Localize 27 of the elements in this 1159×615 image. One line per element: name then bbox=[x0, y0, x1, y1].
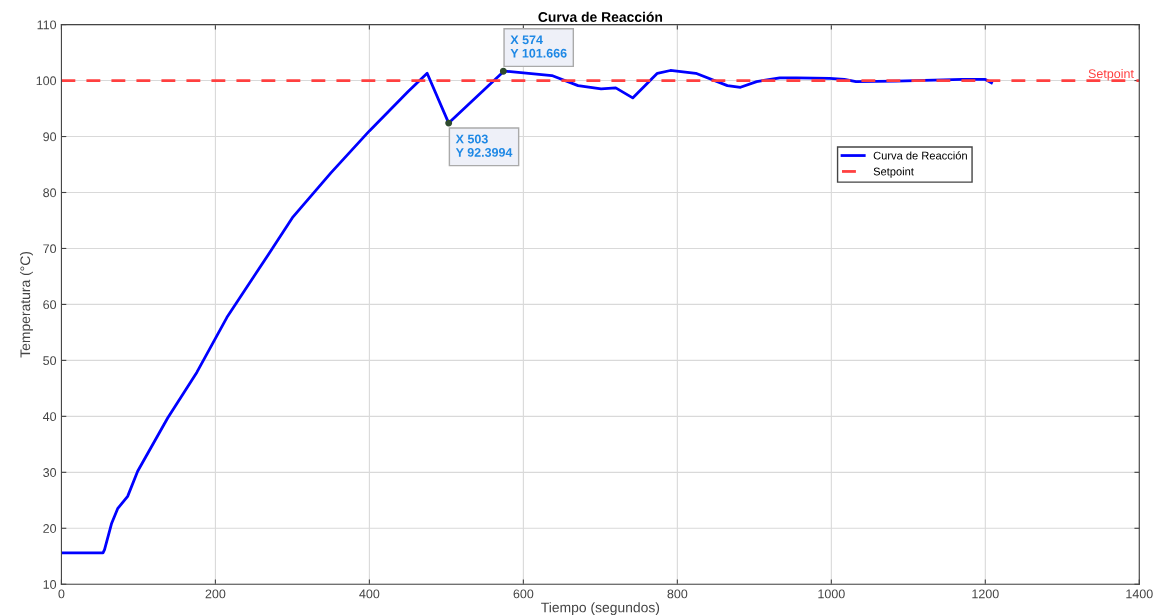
y-axis-title: Temperatura (°C) bbox=[19, 251, 33, 358]
annotation: X 574 Y 101.666 bbox=[510, 35, 567, 58]
y-tick-label: 60 bbox=[43, 300, 57, 310]
y-tick-label: 80 bbox=[43, 188, 57, 198]
y-tick-label: 20 bbox=[43, 524, 57, 533]
x-tick-label: 1200 bbox=[972, 589, 999, 599]
x-tick-label: 800 bbox=[667, 589, 688, 599]
ref-line-label: Setpoint bbox=[1088, 68, 1134, 81]
annotation: X 503 Y 92.3994 bbox=[455, 134, 513, 157]
x-tick-label: 0 bbox=[58, 589, 65, 599]
x-tick-label: 600 bbox=[513, 589, 534, 599]
x-axis-title: Tiempo (segundos) bbox=[541, 602, 660, 615]
x-tick-label: 1400 bbox=[1126, 589, 1153, 599]
y-tick-label: 90 bbox=[43, 132, 57, 142]
x-tick-label: 200 bbox=[205, 589, 226, 599]
y-tick-label: 50 bbox=[43, 356, 57, 366]
y-tick-label: 70 bbox=[43, 244, 57, 254]
y-tick-label: 30 bbox=[43, 468, 57, 477]
text: Setpoint bbox=[873, 167, 914, 178]
y-tick-label: 10 bbox=[43, 580, 57, 589]
legend-label: Curva de Reacción bbox=[873, 151, 967, 160]
y-tick-label: 110 bbox=[37, 20, 57, 30]
y-tick-label: 100 bbox=[36, 76, 57, 86]
y-tick-label: 40 bbox=[42, 412, 57, 422]
x-tick-label: 400 bbox=[359, 589, 380, 599]
x-tick-label: 1000 bbox=[818, 589, 845, 599]
chart-title: Curva de Reacción bbox=[538, 11, 663, 22]
